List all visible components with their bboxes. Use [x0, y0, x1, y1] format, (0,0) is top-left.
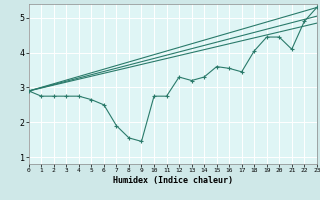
X-axis label: Humidex (Indice chaleur): Humidex (Indice chaleur)	[113, 176, 233, 185]
